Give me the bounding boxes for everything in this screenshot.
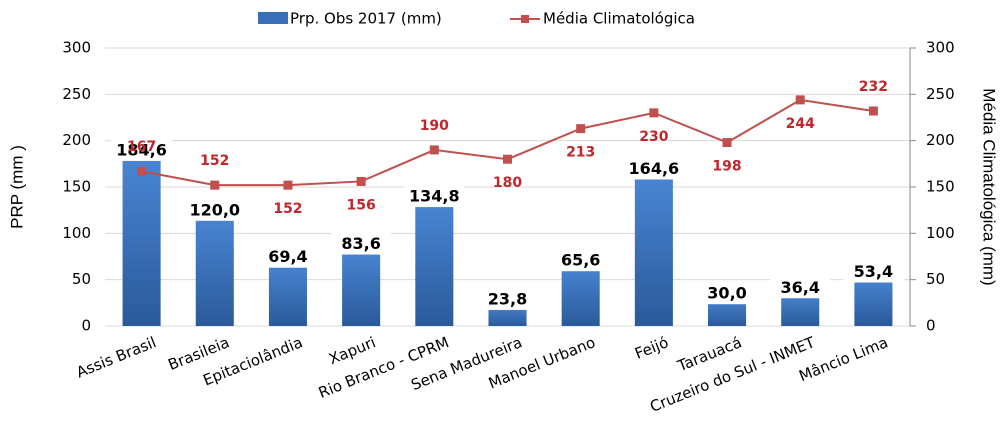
line-value-label: 244 — [786, 116, 815, 132]
y-tick-label: 200 — [62, 131, 91, 149]
bar — [634, 173, 673, 326]
x-tick-label: Assis Brasil — [74, 333, 159, 381]
line-value-label: 198 — [712, 159, 741, 175]
line-value-label: 213 — [566, 145, 595, 161]
y2-tick-label: 0 — [926, 317, 936, 335]
y-tick-label: 300 — [62, 39, 91, 57]
value-label: 69,4 — [268, 247, 307, 266]
value-label-bg — [184, 198, 245, 221]
line-marker — [868, 106, 878, 116]
bar — [195, 214, 234, 326]
value-label: 23,8 — [488, 289, 527, 308]
line-marker — [722, 138, 732, 148]
line-value-label: 232 — [859, 79, 888, 95]
line-marker — [429, 145, 439, 155]
y-axis-title: PRP (mm ) — [7, 145, 26, 229]
bar — [854, 276, 893, 326]
value-label: 83,6 — [341, 234, 380, 253]
value-label: 36,4 — [780, 278, 819, 297]
value-label-bg — [843, 260, 904, 283]
value-label: 65,6 — [561, 251, 600, 270]
bar — [561, 265, 600, 326]
line-value-label: 156 — [347, 197, 376, 213]
legend-label: Média Climatológica — [543, 10, 695, 28]
value-label-bg — [550, 249, 611, 272]
value-label-bg — [770, 276, 831, 299]
line-value-label: 167 — [127, 139, 156, 155]
line-marker — [283, 180, 293, 190]
y-tick-label: 150 — [62, 178, 91, 196]
line-marker — [795, 95, 805, 105]
line-marker — [503, 154, 512, 164]
legend-swatch — [521, 15, 529, 23]
value-label: 30,0 — [707, 284, 746, 303]
value-label: 134,8 — [409, 187, 460, 206]
value-label-bg — [623, 157, 684, 180]
y2-axis-title: Média Climatológica (mm) — [980, 88, 999, 285]
y-tick-label: 250 — [62, 85, 91, 103]
y-tick-label: 100 — [62, 224, 91, 242]
line-marker — [649, 108, 659, 118]
line-value-label: 152 — [200, 153, 229, 169]
x-tick-label: Feijó — [632, 333, 671, 363]
line-value-label: 152 — [273, 201, 302, 217]
value-label: 184,6 — [116, 140, 167, 159]
value-label-bg — [111, 138, 172, 161]
bar — [342, 248, 381, 326]
y2-tick-label: 300 — [926, 39, 955, 57]
line-value-label: 180 — [493, 175, 522, 191]
line-marker — [356, 176, 366, 186]
y2-tick-label: 150 — [926, 178, 955, 196]
line-value-label: 190 — [420, 118, 449, 134]
line-value-label: 230 — [639, 129, 668, 145]
value-label: 120,0 — [189, 200, 240, 219]
y2-tick-label: 50 — [926, 270, 945, 288]
value-label-bg — [257, 245, 318, 268]
y2-tick-label: 100 — [926, 224, 955, 242]
y-tick-label: 50 — [72, 270, 91, 288]
value-label-bg — [404, 185, 465, 208]
legend-swatch — [258, 12, 288, 24]
line-marker — [576, 124, 586, 134]
bar — [268, 261, 307, 326]
line — [141, 98, 874, 187]
bar — [415, 201, 454, 326]
bar — [122, 154, 161, 326]
value-label: 164,6 — [629, 159, 680, 178]
value-label-bg — [477, 287, 538, 310]
value-label-bg — [331, 232, 392, 255]
y2-tick-label: 250 — [926, 85, 955, 103]
line-marker — [137, 166, 147, 176]
y-tick-label: 0 — [81, 317, 91, 335]
y2-tick-label: 200 — [926, 131, 955, 149]
value-label: 53,4 — [854, 262, 893, 281]
value-label-bg — [697, 282, 758, 305]
legend-label: Prp. Obs 2017 (mm) — [290, 10, 442, 28]
line-marker — [210, 180, 220, 190]
